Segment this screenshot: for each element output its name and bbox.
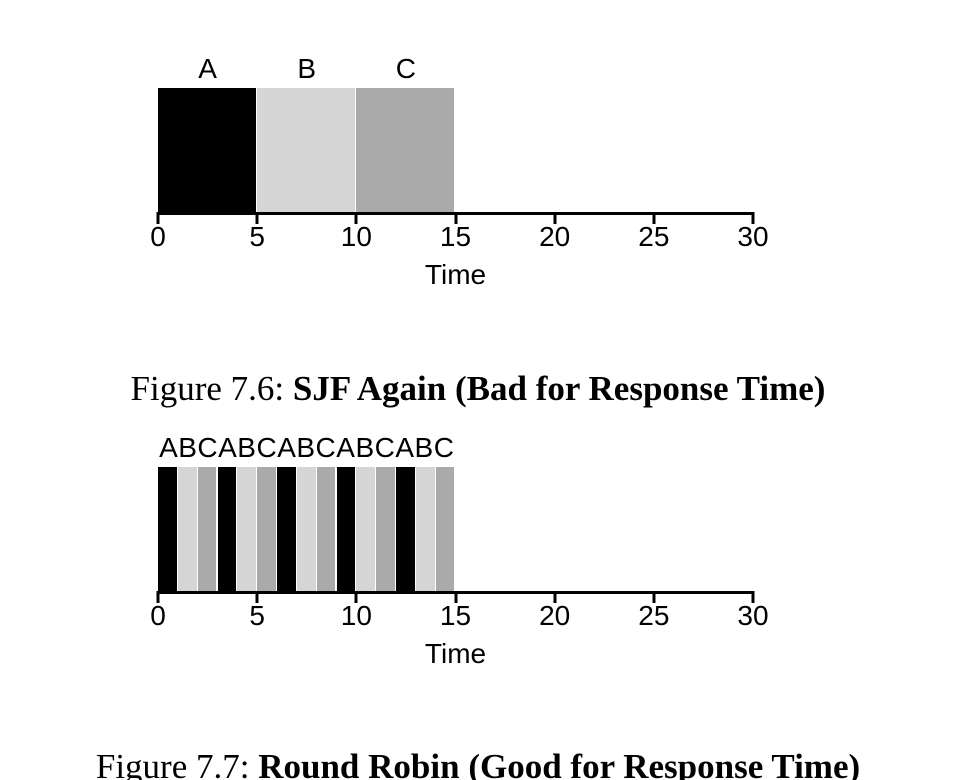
schedule-bar-b: [237, 467, 258, 591]
schedule-bar-b: [296, 467, 317, 591]
caption-title: Round Robin (Good for Response Time): [258, 747, 861, 780]
schedule-bar-c: [257, 467, 277, 591]
axis-tick-10: [354, 212, 358, 224]
axis-tick-15: [454, 212, 457, 224]
job-label-b: B: [297, 53, 317, 84]
schedule-bar-b: [415, 467, 436, 591]
axis-tick-20: [553, 591, 557, 603]
schedule-bars: [158, 88, 753, 212]
schedule-bar-c: [435, 467, 456, 591]
schedule-bar-c: [316, 467, 337, 591]
caption-title: SJF Again (Bad for Response Time): [292, 369, 826, 408]
x-axis-title: Time: [424, 638, 487, 669]
sjf-timeline-chart: A B C 0 5 10 15 20 25 30 Time: [150, 52, 768, 292]
axis-tick-30: [751, 591, 755, 603]
axis-tick-25: [652, 212, 656, 224]
x-axis-title: Time: [424, 259, 487, 290]
caption-number: Figure 7.7:: [95, 747, 250, 780]
job-labels-row: A B C: [158, 52, 753, 86]
schedule-bar-a: [277, 467, 297, 591]
axis-tick-label-10: 10: [340, 221, 372, 252]
job-labels-row: [158, 431, 753, 465]
job-sequence-label: ABCABCABCABCABC: [159, 432, 455, 463]
axis-tick-25: [652, 591, 656, 603]
axis-tick-label-25: 25: [638, 221, 670, 252]
axis-tick-label-30: 30: [737, 221, 769, 252]
schedule-bar-b: [356, 467, 377, 591]
axis-tick-label-5: 5: [249, 600, 265, 631]
axis-tick-label-0: 0: [150, 600, 166, 631]
schedule-bar-c: [356, 88, 456, 212]
schedule-bar-c: [376, 467, 396, 591]
schedule-bar-a: [396, 467, 416, 591]
axis-tick-label-5: 5: [249, 221, 265, 252]
schedule-bar-a: [158, 467, 178, 591]
axis-tick-label-30: 30: [737, 600, 769, 631]
schedule-bar-b: [257, 88, 357, 212]
axis-tick-0: [156, 591, 160, 603]
axis-tick-10: [354, 591, 358, 603]
schedule-bar-b: [177, 467, 198, 591]
axis-tick-label-15: 15: [439, 600, 472, 631]
axis-tick-0: [156, 212, 160, 224]
axis-tick-label-20: 20: [539, 221, 571, 252]
axis-tick-label-0: 0: [150, 221, 166, 252]
schedule-bars: [158, 467, 753, 591]
caption-number: Figure 7.6:: [130, 369, 285, 408]
axis-tick-label-25: 25: [638, 600, 670, 631]
schedule-bar-a: [336, 467, 357, 591]
axis-tick-label-10: 10: [340, 600, 372, 631]
job-label-a: A: [198, 53, 217, 84]
schedule-bar-a: [217, 467, 238, 591]
schedule-bar-a: [158, 88, 258, 212]
axis-tick-5: [255, 591, 259, 603]
round-robin-timeline-chart: ABCABCABCABCABC 0 5 10 15 20 25 30 Time: [150, 431, 768, 671]
schedule-bar-c: [197, 467, 218, 591]
figure-caption-7-6: Figure 7.6: SJF Again (Bad for Response …: [0, 368, 956, 410]
axis-tick-label-20: 20: [539, 600, 571, 631]
axis-tick-30: [751, 212, 755, 224]
axis-tick-label-15: 15: [439, 221, 472, 252]
figure-caption-7-7: Figure 7.7: Round Robin (Good for Respon…: [0, 746, 956, 780]
axis-tick-20: [553, 212, 557, 224]
axis-tick-5: [255, 212, 259, 224]
axis-tick-15: [454, 591, 457, 603]
job-label-c: C: [395, 53, 417, 84]
